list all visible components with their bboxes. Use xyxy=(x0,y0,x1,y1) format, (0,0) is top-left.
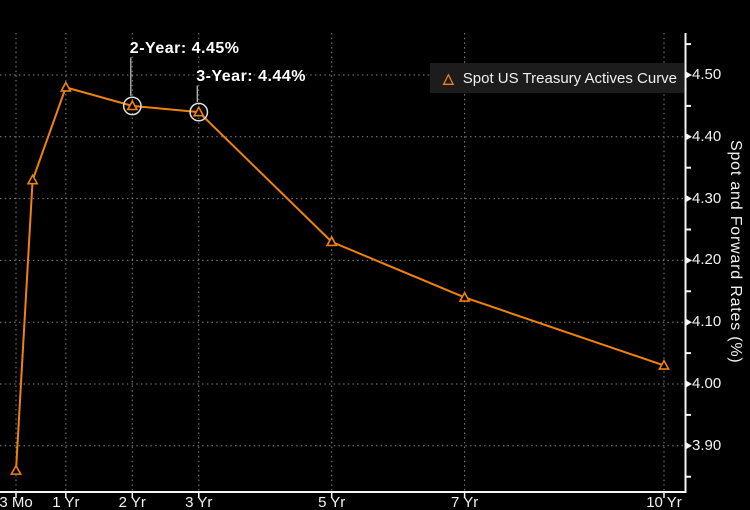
data-point-marker-6-mo[interactable] xyxy=(26,173,39,185)
y-axis-title: Spot and Forward Rates (%) xyxy=(727,140,744,364)
triangle-marker-icon: △ xyxy=(443,70,454,86)
y-axis-major-tick xyxy=(684,194,692,203)
data-point-marker-10-yr[interactable] xyxy=(658,358,670,370)
x-tick-label: 5 Yr xyxy=(318,494,346,510)
annotation-circle xyxy=(122,96,142,116)
x-tick-label: 10 Yr xyxy=(646,494,682,510)
x-tick-label: 1 Yr xyxy=(52,494,80,510)
y-tick-label: 4.40 xyxy=(692,127,722,145)
y-axis-major-tick xyxy=(684,379,692,389)
data-point-marker-5-yr[interactable] xyxy=(325,235,338,247)
x-tick-label: 3 Yr xyxy=(185,494,213,510)
data-point-marker-3-mo[interactable] xyxy=(10,464,22,475)
y-tick-label: 4.20 xyxy=(692,251,722,269)
series-line xyxy=(15,86,665,471)
y-axis-major-tick xyxy=(684,317,692,327)
annotation-circle xyxy=(189,102,209,122)
data-point-marker-7-yr[interactable] xyxy=(458,291,471,302)
annotation-label: 3-Year: 4.44% xyxy=(196,68,306,85)
y-tick-label: 3.90 xyxy=(692,436,722,454)
annotation-label: 2-Year: 4.45% xyxy=(129,40,240,57)
data-point-marker-3-yr[interactable] xyxy=(192,105,205,117)
x-tick-label: 3 Mo xyxy=(0,494,33,510)
y-axis-major-tick xyxy=(684,70,692,80)
y-tick-label: 4.10 xyxy=(692,313,722,331)
y-tick-label: 4.30 xyxy=(692,189,722,207)
legend[interactable]: △ Spot US Treasury Actives Curve xyxy=(430,63,684,93)
y-tick-label: 4.00 xyxy=(692,375,722,392)
legend-label: Spot US Treasury Actives Curve xyxy=(462,69,678,87)
data-point-marker-2-yr[interactable] xyxy=(126,99,139,111)
y-axis-major-tick xyxy=(684,441,692,451)
y-tick-label: 4.50 xyxy=(692,66,722,83)
y-axis-major-tick xyxy=(684,256,692,265)
x-tick-label: 7 Yr xyxy=(450,494,479,510)
x-tick-label: 2 Yr xyxy=(118,494,146,510)
y-axis-major-tick xyxy=(684,132,692,142)
data-point-marker-1-yr[interactable] xyxy=(59,80,72,92)
